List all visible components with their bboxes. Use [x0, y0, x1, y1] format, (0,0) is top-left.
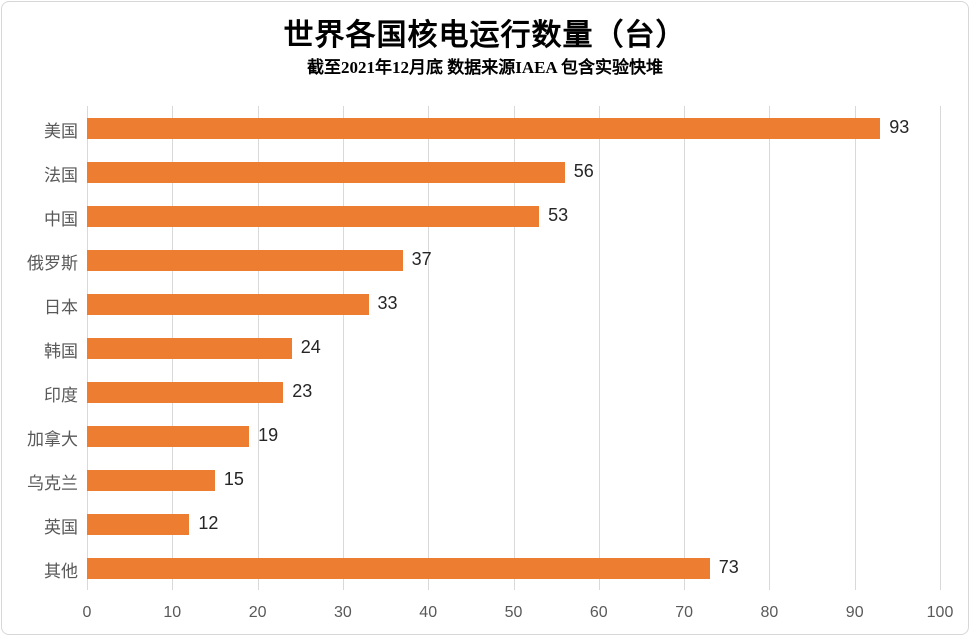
gridline [769, 106, 771, 590]
bar-俄罗斯 [87, 249, 403, 271]
tick-label: 60 [589, 604, 608, 621]
tick-label: 90 [845, 604, 864, 621]
value-label: 73 [718, 557, 739, 577]
tick-label: 10 [163, 604, 182, 621]
tick-label: 40 [419, 604, 438, 621]
gridline [428, 106, 430, 590]
gridline [940, 106, 941, 590]
bar-韩国 [87, 337, 292, 359]
value-label: 33 [377, 293, 398, 313]
tick-label: 0 [82, 604, 92, 621]
bar-乌克兰 [87, 469, 215, 491]
category-label: 加拿大 [27, 430, 78, 449]
tick-label: 100 [926, 604, 954, 621]
plot-area: 93 56 53 37 33 24 23 19 15 12 73 [87, 106, 941, 590]
value-label: 23 [292, 381, 313, 401]
value-label: 19 [258, 425, 279, 445]
value-axis: 0 10 20 30 40 50 60 70 80 90 100 [83, 600, 954, 624]
chart-title: 世界各国核电运行数量（台） [283, 19, 687, 52]
bar-法国 [87, 161, 565, 183]
value-label: 53 [548, 205, 569, 225]
category-label: 美国 [44, 122, 78, 141]
value-label: 56 [573, 161, 594, 181]
bar-英国 [87, 513, 190, 535]
value-label: 37 [411, 249, 432, 269]
bar-印度 [87, 381, 284, 403]
bar-美国 [87, 117, 881, 139]
bar-其他 [87, 557, 710, 579]
category-label: 中国 [44, 210, 78, 229]
gridline [598, 106, 600, 590]
chart-subtitle: 截至2021年12月底 数据来源IAEA 包含实验快堆 [306, 58, 664, 77]
bar-加拿大 [87, 425, 250, 447]
gridline [854, 106, 856, 590]
gridline [342, 106, 344, 590]
gridline [684, 106, 686, 590]
category-label: 俄罗斯 [27, 254, 78, 273]
category-axis: 美国法国中国俄罗斯日本韩国印度加拿大乌克兰英国其他 [2, 106, 78, 590]
tick-label: 20 [248, 604, 267, 621]
category-label: 乌克兰 [27, 474, 78, 493]
value-label: 24 [300, 337, 321, 357]
tick-label: 30 [333, 604, 352, 621]
value-label: 15 [223, 469, 244, 489]
bar-中国 [87, 205, 540, 227]
category-label: 英国 [44, 518, 78, 537]
gridline [513, 106, 515, 590]
tick-label: 80 [760, 604, 779, 621]
tick-label: 50 [504, 604, 523, 621]
category-label: 印度 [44, 386, 78, 405]
category-label: 法国 [44, 166, 78, 185]
tick-label: 70 [675, 604, 693, 621]
bar-日本 [87, 293, 369, 315]
category-label: 其他 [44, 562, 78, 581]
value-label: 93 [889, 117, 910, 137]
category-label: 韩国 [44, 342, 78, 361]
category-label: 日本 [44, 298, 78, 317]
value-label: 12 [198, 513, 219, 533]
